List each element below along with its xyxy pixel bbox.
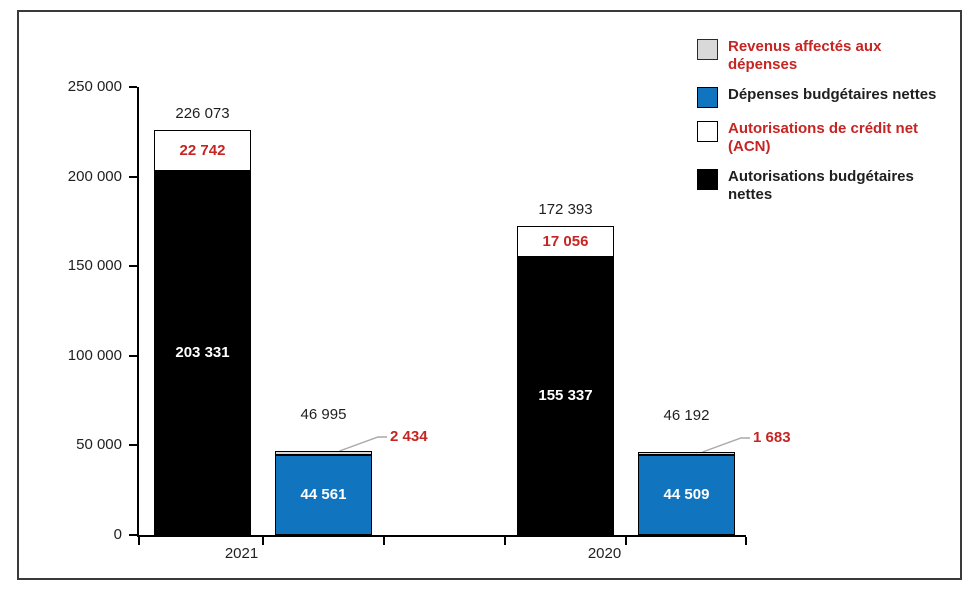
legend-label: Autorisations de crédit net (ACN) [728, 120, 919, 155]
y-axis-tick [129, 354, 137, 357]
bar-segment-autorisations-2021 [154, 171, 251, 535]
depenses-budgetaires-nettes-swatch-icon [697, 87, 718, 108]
stack-total-label: 46 192 [663, 407, 710, 424]
stack-total-label: 172 393 [538, 201, 593, 218]
y-axis-tick [129, 265, 137, 268]
y-axis-tick [129, 86, 137, 88]
bar-segment-depenses-2021 [275, 451, 372, 455]
bar-value-label: 17 056 [542, 232, 589, 250]
autorisations-budgetaires-nettes-swatch-icon [697, 169, 718, 190]
y-axis-tick-label: 250 000 [67, 78, 122, 95]
chart-figure: Revenus affectés aux dépenses Dépenses bu… [17, 10, 962, 580]
legend-label: Autorisations budgétaires nettes [728, 168, 914, 203]
legend-label: Dépenses budgétaires nettes [728, 86, 937, 103]
bar-value-label: 44 509 [663, 486, 710, 503]
legend-item-revenus-affectes-aux-depenses: Revenus affectés aux dépenses [697, 38, 942, 74]
bar-segment-autorisations-2020 [517, 257, 614, 535]
legend-item-depenses-budgetaires-nettes: Dépenses budgétaires nettes [697, 86, 942, 108]
y-axis-tick [129, 534, 137, 536]
bar-value-label: 44 561 [300, 486, 347, 503]
bar-value-label: 203 331 [175, 344, 230, 361]
plot-area: 0 50 000 100 000 150 000 200 000 250 000 2021 2… [68, 78, 791, 562]
legend-item-autorisations-budgetaires-nettes: Autorisations budgétaires nettes [697, 168, 942, 204]
x-axis-tick [261, 537, 264, 545]
y-axis-tick-label: 0 [113, 526, 122, 543]
callout-leader-line [702, 437, 750, 453]
x-axis-tick [382, 537, 385, 545]
bar-segment-depenses-2020 [638, 452, 735, 455]
category-label-2021: 2021 [224, 545, 259, 562]
legend: Revenus affectés aux dépenses Dépenses bu… [697, 38, 942, 216]
y-axis-tick-label: 150 000 [67, 257, 122, 275]
category-label-2020: 2020 [587, 545, 622, 562]
y-axis-tick [129, 175, 137, 178]
callout-value-label: 1 683 [753, 429, 791, 446]
legend-item-autorisations-de-credit-net: Autorisations de crédit net (ACN) [697, 120, 942, 156]
x-axis-tick [503, 537, 506, 545]
y-axis-tick-label: 100 000 [67, 346, 122, 364]
bar-segment-depenses-2021 [275, 455, 372, 535]
revenus-affectes-aux-depenses-swatch-icon [697, 39, 718, 60]
callout-value-label: 2 434 [390, 428, 428, 445]
y-axis-tick-label: 200 000 [67, 167, 122, 185]
bar-value-label: 155 337 [538, 387, 593, 404]
x-axis-tick [745, 537, 747, 545]
y-axis-tick-label: 50 000 [76, 436, 122, 454]
x-axis-tick [138, 537, 140, 545]
bar-segment-depenses-2020 [638, 455, 735, 535]
stack-total-label: 46 995 [300, 406, 347, 423]
stack-total-label: 226 073 [175, 105, 230, 122]
x-axis-tick [624, 537, 627, 545]
bar-value-label: 22 742 [179, 141, 226, 159]
callout-leader-line [339, 436, 387, 452]
bar-segment-autorisations-2020 [517, 226, 614, 257]
legend-label: Revenus affectés aux dépenses [728, 38, 882, 73]
bar-segment-autorisations-2021 [154, 130, 251, 171]
autorisations-de-credit-net-swatch-icon [697, 121, 718, 142]
y-axis-tick [129, 444, 137, 447]
